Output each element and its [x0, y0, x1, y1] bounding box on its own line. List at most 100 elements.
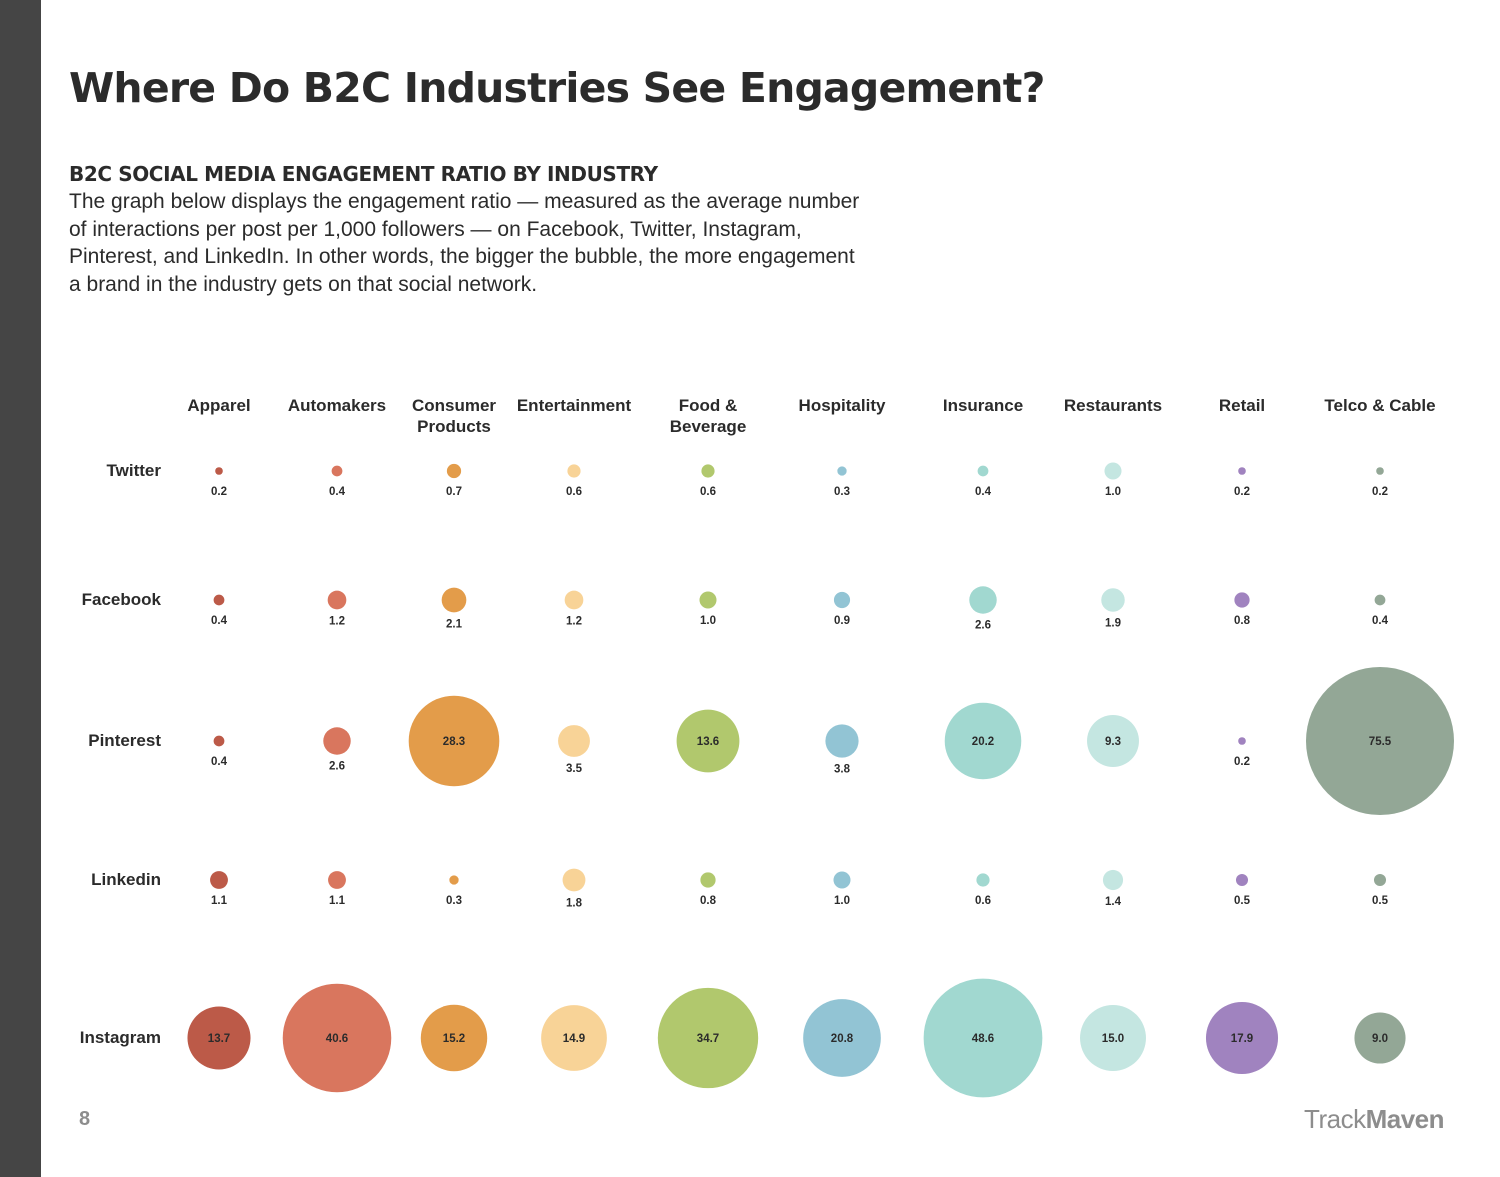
bubble	[1354, 1012, 1406, 1064]
logo-text-maven: Maven	[1365, 1104, 1445, 1134]
data-label: 17.9	[1231, 1033, 1253, 1045]
column-header-line: Entertainment	[517, 396, 632, 415]
column-header-line: Retail	[1219, 396, 1265, 415]
bubble	[676, 709, 740, 773]
data-label: 0.5	[1372, 895, 1389, 907]
column-header-line: Apparel	[187, 396, 250, 415]
data-label: 3.8	[834, 764, 851, 776]
bubble	[323, 727, 351, 755]
bubble	[1235, 873, 1249, 887]
data-label: 1.9	[1105, 618, 1121, 630]
bubble	[562, 868, 586, 892]
data-label: 1.2	[329, 615, 345, 627]
column-header: Automakers	[288, 396, 386, 415]
data-label: 3.5	[566, 763, 583, 775]
bubble	[1374, 594, 1386, 606]
bubble	[282, 983, 392, 1093]
column-header: Entertainment	[517, 396, 632, 415]
column-header-line: Insurance	[943, 396, 1023, 415]
column-header: Consumer Products	[412, 396, 496, 436]
data-label: 0.8	[700, 895, 717, 907]
data-label: 0.4	[1372, 615, 1389, 627]
data-label: 13.6	[697, 736, 719, 748]
logo-text-track: Track	[1304, 1104, 1366, 1134]
data-label: 0.3	[834, 486, 850, 498]
data-label: 28.3	[443, 736, 465, 748]
data-label: 0.4	[975, 486, 992, 498]
data-label: 1.1	[329, 895, 346, 907]
page-number: 8	[79, 1108, 91, 1130]
bubble	[327, 590, 347, 610]
bubble	[1087, 715, 1139, 767]
data-label: 40.6	[326, 1033, 348, 1045]
bubble	[699, 591, 717, 609]
column-header-line: Automakers	[288, 396, 386, 415]
bubble	[213, 594, 225, 606]
row-label: Twitter	[107, 461, 162, 480]
column-header: Telco & Cable	[1324, 396, 1435, 415]
data-label: 15.2	[443, 1033, 465, 1045]
section-heading: B2C SOCIAL MEDIA ENGAGEMENT RATIO BY IND…	[69, 162, 658, 186]
data-label: 0.8	[1234, 615, 1251, 627]
data-label: 0.5	[1234, 895, 1251, 907]
data-label: 20.8	[831, 1033, 854, 1045]
bubble	[701, 464, 715, 478]
bubble	[420, 1004, 488, 1072]
data-label: 1.8	[566, 897, 583, 909]
data-label: 2.6	[329, 761, 345, 773]
description: The graph below displays the engagement …	[69, 190, 860, 297]
data-label: 1.4	[1105, 896, 1122, 908]
data-label: 48.6	[972, 1033, 994, 1045]
bubble	[331, 465, 343, 477]
data-label: 0.4	[211, 615, 228, 627]
bubble	[1238, 737, 1246, 745]
bubble	[1234, 592, 1250, 608]
bubble	[441, 587, 467, 613]
bubble	[1080, 1005, 1146, 1071]
data-label: 9.0	[1372, 1033, 1388, 1045]
bubble	[1238, 467, 1246, 475]
data-label: 34.7	[697, 1033, 719, 1045]
data-label: 20.2	[972, 736, 994, 748]
bubble	[657, 987, 759, 1089]
column-header-line: Products	[417, 417, 491, 436]
column-header: Food & Beverage	[670, 396, 747, 436]
column-header-line: Hospitality	[799, 396, 886, 415]
data-label: 0.6	[700, 486, 716, 498]
bubble	[328, 871, 346, 889]
bubble	[446, 463, 462, 479]
row-label: Pinterest	[88, 731, 161, 750]
bubble	[969, 586, 997, 614]
bubble	[803, 999, 881, 1077]
bubble	[833, 591, 851, 609]
data-label: 13.7	[208, 1033, 230, 1045]
data-label: 0.3	[446, 895, 462, 907]
bubble	[215, 467, 223, 475]
column-header-line: Telco & Cable	[1324, 396, 1435, 415]
bubble	[564, 590, 584, 610]
data-label: 1.0	[700, 615, 716, 627]
data-label: 0.2	[1234, 756, 1250, 768]
bubble	[187, 1006, 251, 1070]
bubble	[825, 724, 859, 758]
row-label: Instagram	[80, 1028, 161, 1047]
bubble	[944, 702, 1022, 780]
bubble	[558, 725, 590, 757]
data-label: 14.9	[563, 1033, 585, 1045]
data-label: 2.1	[446, 618, 463, 630]
column-header: Hospitality	[799, 396, 886, 415]
column-header: Insurance	[943, 396, 1023, 415]
data-label: 1.2	[566, 615, 582, 627]
bubble	[837, 466, 847, 476]
column-header: Restaurants	[1064, 396, 1162, 415]
bubble	[976, 873, 990, 887]
column-header-line: Food &	[679, 396, 738, 415]
data-label: 0.9	[834, 615, 850, 627]
bubble	[923, 978, 1043, 1098]
row-label: Linkedin	[91, 870, 161, 889]
bubble	[700, 872, 716, 888]
bubble	[1101, 588, 1125, 612]
bubble	[1104, 462, 1122, 480]
side-bar	[0, 0, 41, 1177]
